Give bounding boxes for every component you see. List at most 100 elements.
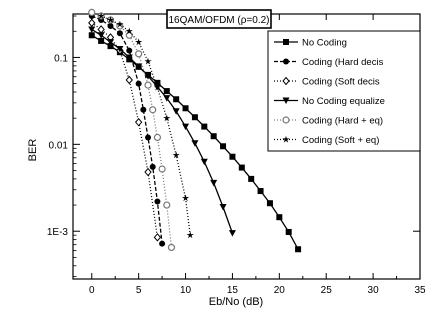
data-point	[88, 26, 96, 33]
data-point	[140, 106, 147, 113]
x-axis-label: Eb/No (dB)	[209, 296, 263, 308]
legend-label: Coding (Soft decis	[302, 77, 380, 88]
data-point	[144, 81, 152, 89]
legend-swatch-marker	[282, 135, 290, 143]
data-point	[210, 179, 218, 187]
data-point	[266, 200, 273, 207]
data-point	[116, 20, 124, 28]
data-point	[88, 8, 96, 16]
data-point	[125, 75, 133, 85]
legend-label: Coding (Hard decis	[302, 57, 384, 68]
data-point	[276, 214, 283, 221]
data-point	[135, 80, 142, 87]
data-point	[159, 240, 166, 247]
data-point	[220, 143, 227, 150]
legend-item: No Coding	[274, 38, 347, 49]
series-line	[100, 15, 191, 236]
data-point	[153, 83, 162, 91]
y-axis-label: BER	[27, 139, 39, 162]
series-6	[97, 12, 194, 239]
data-point	[229, 153, 236, 160]
legend-label: Coding (Soft + eq)	[302, 135, 379, 146]
data-point	[182, 123, 190, 131]
data-point	[135, 63, 143, 70]
data-point	[285, 228, 292, 235]
series-4	[88, 26, 236, 237]
x-tick-label: 15	[227, 285, 239, 296]
data-point	[154, 79, 161, 86]
data-point	[173, 96, 180, 103]
data-point	[126, 47, 133, 54]
data-point	[172, 151, 180, 159]
legend-item: Coding (Hard decis	[274, 57, 384, 68]
legend-swatch-marker	[283, 58, 289, 65]
legend-swatch-marker	[282, 116, 290, 124]
data-point	[116, 30, 123, 37]
legend-label: No Coding equalize	[302, 96, 385, 107]
data-point	[107, 43, 114, 50]
x-tick-label: 10	[180, 285, 192, 296]
ticks: 0 5 10 15 20 25 30 35 0.1 0.01 1E-3	[47, 14, 426, 296]
data-point	[228, 230, 236, 237]
data-point	[97, 32, 105, 39]
legend-item: No Coding equalize	[274, 96, 385, 107]
series-line	[91, 28, 234, 234]
data-point	[210, 133, 217, 140]
series-2	[88, 12, 166, 247]
legend: No Coding Coding (Hard decis Coding (Soft …	[267, 30, 421, 152]
chart-title: 16QAM/OFDM (ρ=0.2)	[169, 15, 270, 26]
data-point	[257, 188, 264, 195]
data-point	[149, 163, 156, 170]
legend-label: No Coding	[302, 38, 347, 49]
x-tick-label: 25	[321, 285, 333, 296]
data-point	[97, 12, 105, 20]
data-point	[134, 117, 143, 127]
data-point	[125, 27, 133, 35]
data-point	[88, 18, 96, 28]
data-point	[125, 31, 133, 39]
y-tick-label: 1E-3	[47, 227, 69, 238]
legend-swatch-marker	[282, 97, 290, 104]
x-tick-label: 30	[368, 285, 380, 296]
data-point	[163, 88, 170, 95]
data-point	[106, 16, 115, 24]
data-point	[172, 108, 180, 115]
data-point	[154, 198, 161, 205]
series-5	[88, 8, 176, 252]
y-tick-label: 0.1	[54, 53, 68, 64]
data-point	[167, 243, 176, 252]
data-point	[191, 140, 199, 147]
data-point	[200, 158, 208, 166]
series-layer	[88, 8, 302, 253]
data-point	[182, 105, 189, 112]
data-point	[163, 95, 171, 102]
data-point	[125, 54, 133, 61]
data-point	[144, 167, 152, 177]
x-tick-label: 5	[136, 285, 142, 296]
x-tick-label: 0	[89, 285, 95, 296]
data-point	[181, 194, 190, 202]
data-point	[163, 114, 171, 122]
data-point	[116, 46, 124, 53]
legend-item: Coding (Soft + eq)	[274, 135, 379, 146]
data-point	[107, 23, 114, 30]
chart-title-box: 16QAM/OFDM (ρ=0.2)	[166, 9, 272, 29]
data-point	[295, 246, 302, 253]
data-point	[145, 134, 152, 141]
data-point	[191, 114, 198, 121]
data-point	[144, 73, 152, 80]
data-point	[186, 231, 194, 239]
data-point	[135, 50, 143, 58]
data-point	[153, 233, 162, 242]
data-point	[144, 57, 152, 65]
data-point	[201, 123, 208, 130]
legend-item: Coding (Hard + eq)	[274, 116, 383, 127]
x-tick-label: 35	[414, 285, 426, 296]
legend-label: Coding (Hard + eq)	[302, 116, 383, 127]
legend-swatch-marker	[282, 76, 290, 86]
data-point	[158, 165, 166, 173]
legend-box	[267, 30, 421, 152]
data-point	[98, 37, 105, 44]
data-point	[238, 164, 245, 171]
